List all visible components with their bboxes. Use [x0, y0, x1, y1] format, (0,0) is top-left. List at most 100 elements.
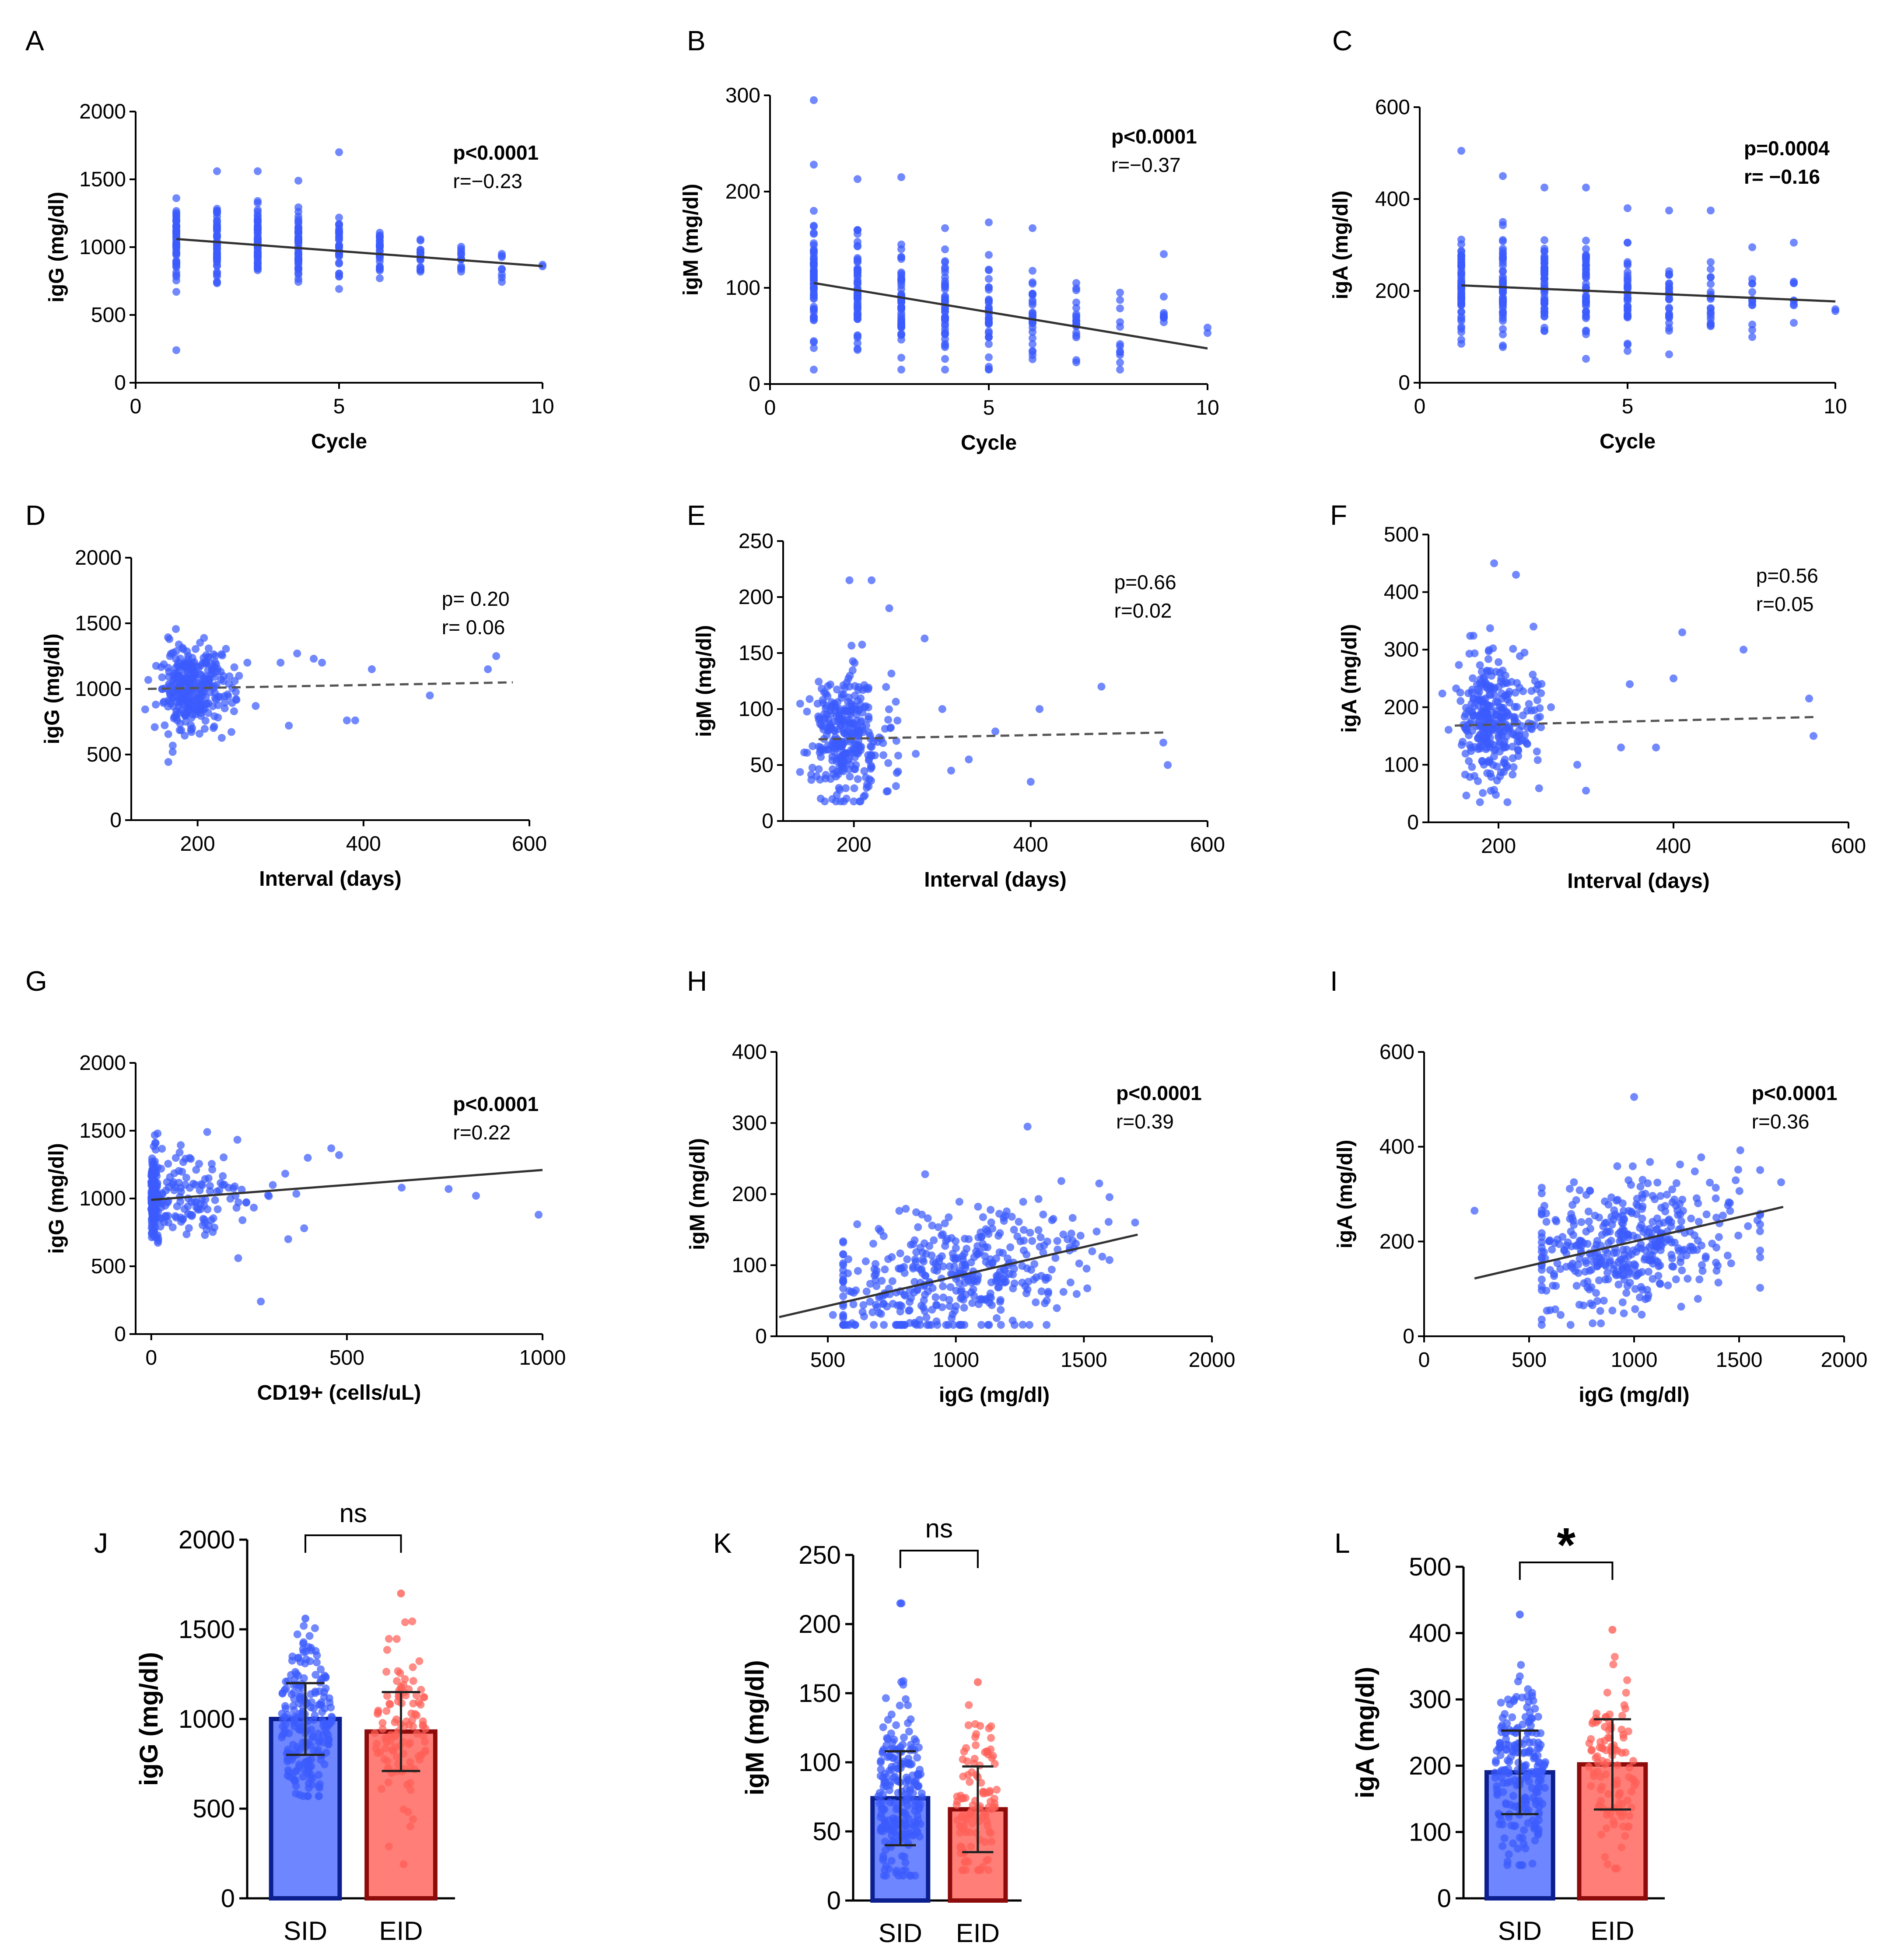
data-point [922, 1250, 930, 1258]
data-point [264, 1191, 272, 1199]
data-point [173, 661, 182, 669]
data-point [987, 1838, 996, 1846]
data-point [219, 677, 228, 685]
x-tick-label: 1000 [1611, 1349, 1658, 1372]
data-point [1509, 645, 1517, 653]
data-point [1653, 1178, 1662, 1187]
data-point [305, 1764, 313, 1772]
data-point [845, 749, 854, 757]
data-point [404, 1808, 413, 1816]
data-point [1072, 333, 1080, 342]
data-point [1602, 1770, 1610, 1778]
data-point [941, 304, 949, 312]
data-point [881, 1265, 889, 1274]
data-point [993, 1314, 1001, 1322]
data-point [401, 1618, 409, 1626]
data-point [932, 1300, 941, 1309]
data-point [201, 716, 210, 725]
data-point [368, 665, 376, 673]
data-point [985, 275, 993, 283]
data-point [810, 96, 818, 104]
data-point [535, 1211, 543, 1219]
data-point [880, 1816, 889, 1824]
data-point [1624, 283, 1631, 291]
data-point [869, 1240, 877, 1248]
data-point [1495, 733, 1503, 741]
data-point [839, 1292, 847, 1300]
y-axis-title: igA (mg/dl) [1334, 1140, 1357, 1249]
data-point [1552, 1217, 1561, 1226]
data-point [1538, 1767, 1547, 1775]
data-point [1665, 283, 1673, 291]
data-point [1756, 1284, 1764, 1292]
data-point [1131, 1219, 1139, 1226]
data-point [457, 264, 465, 272]
data-point [1582, 255, 1590, 264]
data-point [1654, 1272, 1663, 1280]
y-tick-label: 50 [812, 1817, 841, 1846]
data-point [860, 767, 868, 775]
data-point [1744, 1222, 1752, 1230]
data-point [1044, 1289, 1052, 1298]
data-point [810, 249, 818, 258]
x-tick-label: 200 [1481, 835, 1516, 858]
data-point [172, 242, 180, 251]
data-point [161, 721, 169, 730]
data-point [1537, 1275, 1546, 1284]
data-point [401, 1675, 409, 1683]
data-point [170, 702, 178, 711]
x-axis-title: igG (mg/dl) [1579, 1384, 1689, 1407]
data-point [1582, 183, 1590, 192]
data-point [934, 1263, 942, 1271]
data-point [1469, 632, 1477, 640]
data-point [977, 1321, 986, 1329]
data-point [1068, 1214, 1077, 1222]
data-point [250, 1203, 258, 1212]
data-point [1664, 1281, 1672, 1289]
data-point [1499, 221, 1507, 230]
data-point [1537, 1321, 1546, 1329]
data-point [278, 1689, 287, 1698]
data-point [297, 1690, 305, 1698]
data-point [941, 283, 949, 291]
data-point [227, 728, 235, 736]
data-point [1461, 749, 1470, 758]
data-point [868, 763, 876, 772]
data-point [243, 659, 252, 667]
data-point [1501, 1710, 1509, 1718]
y-tick-label: 100 [1409, 1818, 1451, 1846]
data-point [191, 1181, 200, 1189]
data-point [235, 672, 243, 680]
panel-G: G 0 500 1000 1500 2000 0 500 1000 CD19+ (cells/uL… [25, 965, 566, 1404]
data-point [985, 251, 993, 259]
data-point [1735, 1187, 1743, 1195]
data-point [896, 1599, 904, 1607]
data-point [311, 1624, 319, 1632]
y-tick-label: 200 [1384, 696, 1419, 719]
data-point [1486, 624, 1494, 632]
data-point [1034, 1226, 1043, 1234]
data-point [887, 723, 895, 732]
x-tick-label: 0 [764, 396, 776, 419]
data-point [852, 1286, 860, 1294]
data-point [1607, 1193, 1615, 1202]
data-point [965, 755, 973, 764]
data-point [1009, 1284, 1017, 1293]
data-point [820, 688, 828, 696]
data-point [201, 1175, 209, 1183]
y-axis-title: igM (mg/dl) [679, 184, 703, 296]
data-point [914, 1770, 922, 1778]
data-point [415, 1657, 424, 1665]
data-point [1514, 1677, 1522, 1686]
data-point [1525, 1717, 1533, 1725]
data-point [172, 221, 180, 230]
data-point [322, 1674, 330, 1682]
data-point [1076, 1232, 1085, 1240]
data-point [409, 1663, 417, 1671]
data-point [393, 1677, 401, 1685]
data-point [833, 685, 841, 694]
data-point [1701, 1254, 1710, 1262]
data-point [1593, 1768, 1602, 1776]
data-point [1756, 1246, 1764, 1254]
data-point [911, 1320, 919, 1328]
